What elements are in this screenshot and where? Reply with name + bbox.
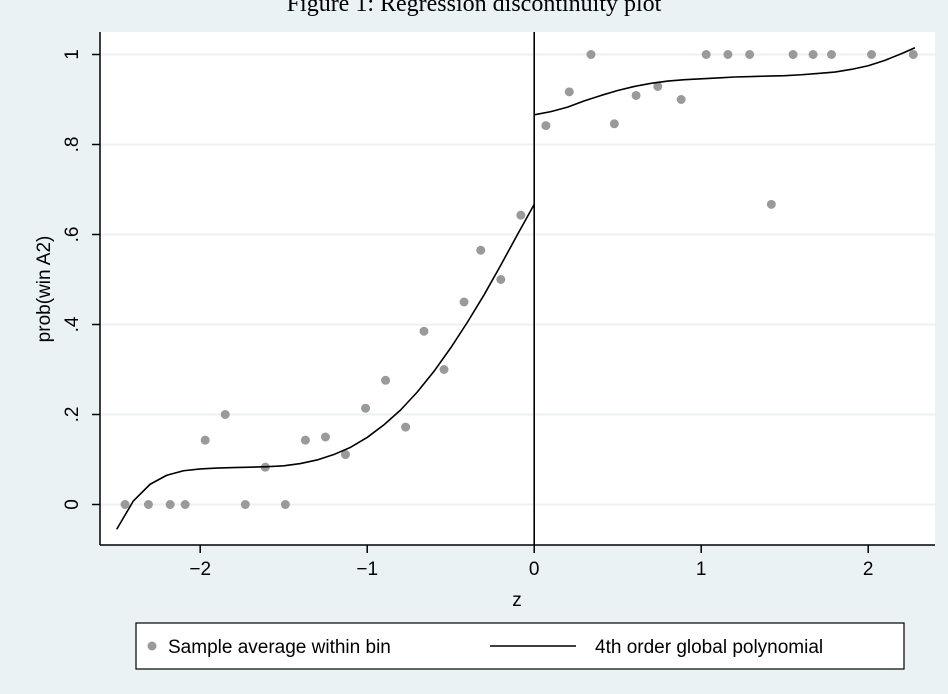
x-tick-label-1: −1 [356,559,378,580]
data-point-17 [459,297,469,307]
fit-line [116,47,916,530]
y-tick-label-2: .4 [62,316,83,332]
data-point-9 [300,435,310,445]
y-tick-label-4: .8 [62,137,83,153]
data-point-12 [361,403,371,413]
data-point-26 [653,81,663,91]
legend-label-points: Sample average within bin [168,637,391,658]
data-point-3 [180,500,190,509]
x-ticks: −2 −1 0 1 2 [189,545,873,580]
plot-area [100,32,935,545]
data-point-10 [320,432,330,442]
y-ticks: 0 .2 .4 .6 .8 1 [62,49,100,510]
x-tick-label-3: 1 [696,559,707,580]
data-point-23 [586,50,596,59]
axes [99,32,935,546]
y-tick-label-5: 1 [62,49,83,60]
y-tick-label-0: 0 [62,499,83,510]
legend-point-marker [147,641,157,651]
x-tick-label-0: −2 [189,559,211,580]
gridlines [100,53,935,506]
data-point-24 [609,119,619,129]
data-point-19 [496,275,506,284]
data-point-18 [476,245,486,255]
data-point-5 [220,410,230,419]
fit-line-segment-right [534,47,916,116]
data-point-13 [381,375,391,385]
data-point-28 [701,50,711,59]
figure-caption: Figure 1: Regression discontinuity plot [286,0,662,17]
data-point-2 [165,500,175,509]
fit-line-segment-left [116,203,535,530]
data-point-15 [419,326,429,336]
data-point-32 [788,50,798,59]
y-axis-title: prob(win A2) [34,236,55,343]
data-point-14 [401,422,411,432]
data-point-22 [564,87,574,97]
legend-label-line: 4th order global polynomial [595,637,823,658]
data-point-33 [808,50,818,59]
data-point-16 [439,365,449,374]
scatter-points [120,50,918,509]
x-axis-title: z [512,590,522,611]
data-point-27 [676,95,686,104]
data-point-4 [200,435,210,445]
data-point-11 [340,450,350,460]
data-point-35 [867,50,877,59]
data-point-20 [516,210,526,220]
y-tick-label-1: .2 [62,407,83,423]
legend: Sample average within bin 4th order glob… [135,622,905,670]
data-point-29 [723,50,733,59]
y-tick-label-3: .6 [62,227,83,243]
x-tick-label-2: 0 [529,559,540,580]
data-point-21 [541,121,551,131]
x-tick-label-4: 2 [863,559,874,580]
data-point-31 [766,199,776,209]
data-point-25 [631,90,641,100]
data-point-6 [240,500,250,509]
data-point-34 [826,50,836,59]
data-point-8 [280,500,290,509]
data-point-30 [745,50,755,59]
data-point-36 [908,50,918,59]
data-point-0 [120,500,130,509]
data-point-1 [143,500,153,509]
